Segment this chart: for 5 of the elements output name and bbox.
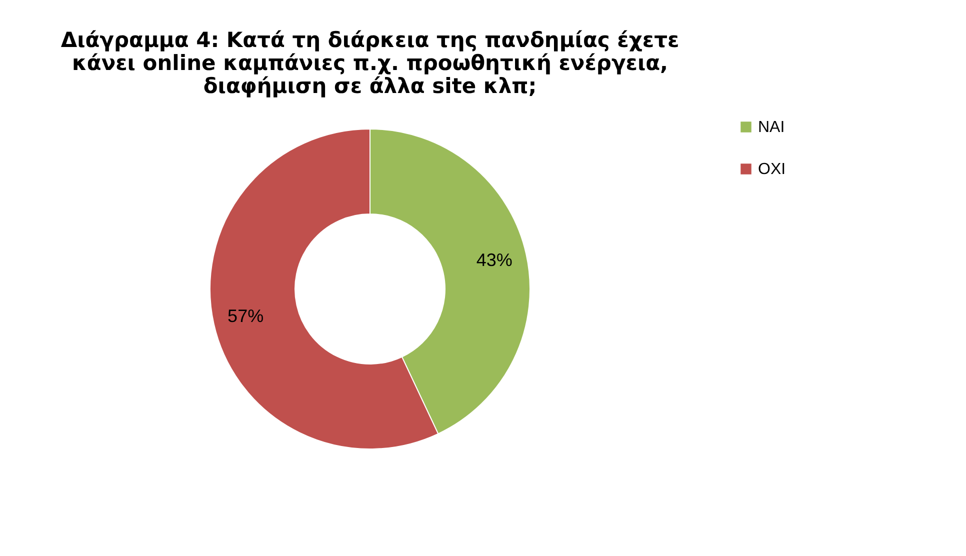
legend-label: ΟΧΙ — [758, 161, 786, 178]
chart-title: Διάγραμμα 4: Κατά τη διάρκεια της πανδημίας έχετε κάνει online καμπάνιες π.χ. προωθητική ενέργεια, διαφήμιση σε άλλα site κλπ; — [60, 28, 680, 98]
data-label: 43% — [476, 250, 512, 270]
legend-label: ΝΑΙ — [758, 119, 785, 136]
data-label: 57% — [228, 306, 264, 326]
